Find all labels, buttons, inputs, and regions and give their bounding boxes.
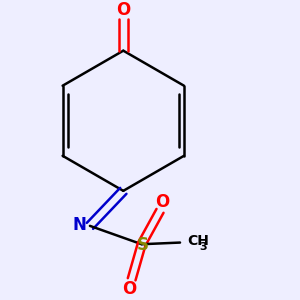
Text: S: S: [137, 236, 149, 254]
Text: O: O: [122, 280, 136, 298]
Text: 3: 3: [199, 242, 206, 252]
Text: O: O: [156, 193, 170, 211]
Text: N: N: [73, 216, 87, 234]
Text: O: O: [116, 1, 130, 19]
Text: CH: CH: [188, 234, 209, 248]
